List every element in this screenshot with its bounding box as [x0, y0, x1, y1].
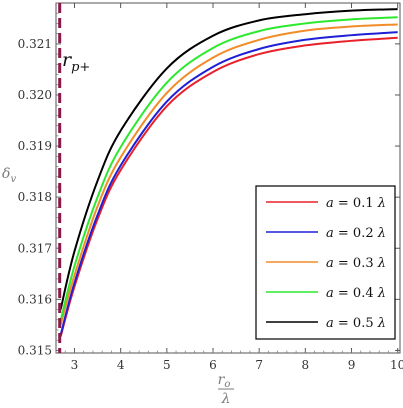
x-tick-label: 6 [209, 358, 217, 372]
plot-frame [55, 2, 401, 354]
x-axis-label: ro λ [218, 372, 234, 407]
x-tick-label: 4 [117, 358, 125, 372]
x-tick-label: 5 [163, 358, 171, 372]
legend: a = 0.1 λ a = 0.2 λ a = 0.3 λ a = 0.4 λ a = … [255, 185, 396, 340]
series-line [59, 8, 398, 310]
series-line [59, 16, 398, 322]
series-line [59, 31, 398, 336]
legend-label: a = 0.4 λ [326, 286, 386, 301]
y-tick-label: 0.319 [18, 139, 52, 153]
x-tick-label: 9 [348, 358, 356, 372]
legend-label: a = 0.5 λ [326, 316, 386, 331]
legend-label: a = 0.2 λ [326, 226, 386, 241]
y-tick-label: 0.316 [18, 292, 52, 306]
legend-label: a = 0.3 λ [326, 256, 386, 271]
x-tick-label: 10 [390, 358, 403, 372]
series-line [59, 23, 398, 326]
x-tick-label: 7 [255, 358, 263, 372]
annotation-r-p-plus: rp+ [62, 49, 90, 75]
y-axis-label-sub: v [10, 174, 16, 185]
svg-text:ro: ro [218, 372, 231, 390]
x-axis-label-den: λ [221, 391, 231, 407]
x-axis-label-num: r [218, 372, 226, 388]
annotation-sub: p+ [71, 60, 90, 75]
y-axis-label-base: δ [2, 166, 10, 182]
y-tick-label: 0.318 [18, 190, 52, 204]
series-line [59, 36, 398, 337]
y-tick-label: 0.320 [18, 88, 52, 102]
annotation-base: r [62, 49, 73, 71]
legend-label: a = 0.1 λ [326, 196, 386, 211]
x-tick-label: 3 [71, 358, 79, 372]
y-tick-label: 0.315 [18, 343, 52, 357]
y-tick-label: 0.317 [18, 241, 52, 255]
y-tick-label: 0.321 [18, 37, 52, 51]
x-axis-label-num-sub: o [224, 379, 230, 390]
x-tick-label: 8 [302, 358, 310, 372]
y-axis-label: δv [2, 166, 16, 185]
